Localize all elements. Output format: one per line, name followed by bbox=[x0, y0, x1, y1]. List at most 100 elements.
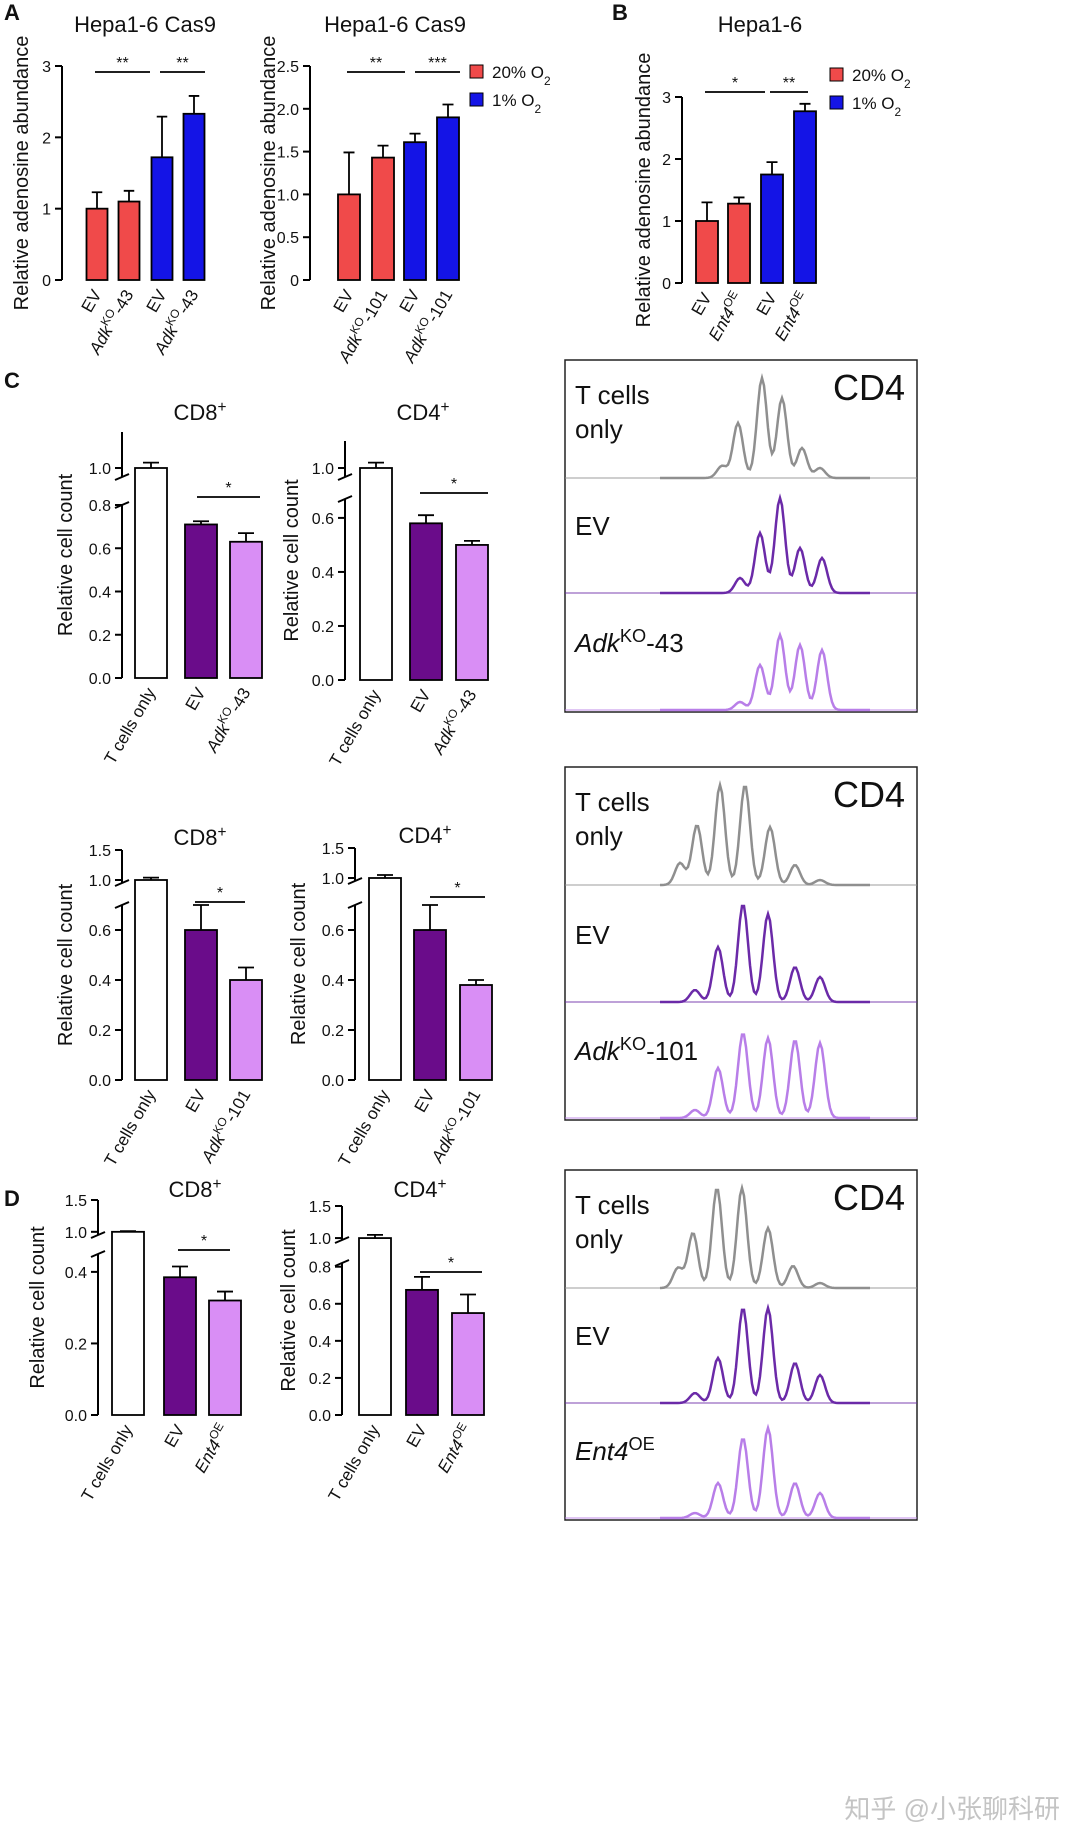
chart-title: CD4+ bbox=[398, 822, 451, 849]
text-part: Adk bbox=[427, 1130, 459, 1167]
y-tick-label: 0.0 bbox=[309, 1408, 331, 1425]
error-bar bbox=[409, 132, 421, 143]
text-part: Adk bbox=[197, 1130, 229, 1167]
flow-label: only bbox=[575, 414, 623, 444]
flow-panel bbox=[564, 766, 918, 1121]
chart-title: CD8+ bbox=[173, 824, 226, 851]
error-bar bbox=[143, 461, 159, 468]
panel-label: D bbox=[4, 1186, 20, 1211]
bar bbox=[695, 220, 719, 284]
significance-label: ** bbox=[370, 55, 382, 72]
error-bar bbox=[460, 1293, 476, 1314]
x-tick-label: EV bbox=[78, 286, 106, 316]
y-tick-label: 0 bbox=[42, 273, 51, 290]
flow-label: AdkKO-101 bbox=[573, 1034, 698, 1066]
y-tick-label: 0.0 bbox=[89, 671, 111, 688]
bar bbox=[409, 522, 443, 681]
bar bbox=[229, 540, 263, 679]
significance-label: * bbox=[454, 880, 460, 897]
y-tick-label: 1.0 bbox=[277, 187, 299, 204]
text-part: Adk bbox=[573, 1036, 622, 1066]
histogram bbox=[660, 1303, 870, 1405]
flow-title: CD4 bbox=[833, 774, 905, 815]
error-bar bbox=[91, 191, 103, 209]
text-part: Ent4 bbox=[191, 1436, 225, 1476]
text-part: KO bbox=[620, 1034, 646, 1054]
text-part: 20% O bbox=[492, 63, 544, 82]
text-part: + bbox=[443, 822, 452, 839]
text-part: 2 bbox=[904, 77, 911, 91]
text-part: Adk bbox=[202, 719, 234, 756]
y-tick-label: 0.6 bbox=[89, 923, 111, 940]
text-part: + bbox=[218, 824, 227, 841]
error-bar bbox=[733, 196, 745, 204]
y-tick-label: 1.0 bbox=[65, 1225, 87, 1242]
text-part: -101 bbox=[646, 1036, 698, 1066]
histogram bbox=[660, 631, 870, 712]
bar bbox=[184, 523, 218, 679]
text-part: 1% O bbox=[852, 94, 895, 113]
flow-label: Ent4OE bbox=[575, 1434, 655, 1466]
text-part: -101 bbox=[423, 287, 456, 326]
y-tick-label: 0.4 bbox=[89, 585, 111, 602]
y-tick-label: 0.6 bbox=[322, 923, 344, 940]
text-part: Ent4 bbox=[705, 304, 739, 344]
error-bar bbox=[172, 1265, 188, 1278]
y-tick-label: 1.0 bbox=[309, 1231, 331, 1248]
error-bar bbox=[377, 874, 393, 878]
text-part: Adk bbox=[150, 321, 182, 358]
y-tick-label: 1.5 bbox=[65, 1193, 87, 1210]
x-tick-label: EV bbox=[688, 289, 716, 319]
text-part: 1% O bbox=[492, 91, 535, 110]
y-tick-label: 0.2 bbox=[89, 628, 111, 645]
error-bar bbox=[217, 1290, 233, 1301]
bar bbox=[117, 200, 141, 281]
x-tick-label: EV bbox=[182, 1086, 210, 1116]
error-bar bbox=[766, 161, 778, 175]
text-part: + bbox=[213, 1176, 222, 1193]
flow-label: T cells bbox=[575, 1190, 650, 1220]
flow-label: only bbox=[575, 821, 623, 851]
chart-title: CD4+ bbox=[396, 399, 449, 426]
x-tick-label: EV bbox=[403, 1421, 431, 1451]
y-tick-label: 0 bbox=[290, 273, 299, 290]
x-tick-label: Ent4OE bbox=[431, 1420, 476, 1476]
y-tick-label: 3 bbox=[42, 59, 51, 76]
y-axis-label: Relative cell count bbox=[27, 1226, 49, 1389]
axis-break bbox=[347, 877, 363, 885]
error-bar bbox=[442, 103, 454, 118]
error-bar bbox=[343, 151, 355, 195]
legend-swatch bbox=[829, 95, 844, 110]
text-part: -43 bbox=[646, 628, 684, 658]
bar bbox=[371, 156, 395, 281]
text-part: -101 bbox=[451, 1087, 484, 1126]
significance-label: ** bbox=[116, 55, 128, 72]
histogram bbox=[659, 780, 870, 887]
legend-label: 20% O2 bbox=[492, 63, 551, 88]
y-tick-label: 0.0 bbox=[312, 673, 334, 690]
x-tick-label: T cells only bbox=[326, 686, 385, 769]
y-tick-label: 1.5 bbox=[322, 841, 344, 858]
axis-break bbox=[114, 879, 130, 887]
error-bar bbox=[414, 1276, 430, 1290]
text-part: KO bbox=[620, 626, 646, 646]
legend-swatch bbox=[469, 64, 484, 79]
error-bar bbox=[468, 979, 484, 985]
error-bar bbox=[120, 1230, 136, 1233]
error-bar bbox=[701, 201, 713, 221]
significance-label: ** bbox=[176, 55, 188, 72]
panel-label: A bbox=[4, 0, 20, 25]
flow-title: CD4 bbox=[833, 367, 905, 408]
bar bbox=[436, 116, 460, 281]
error-bar bbox=[367, 1233, 383, 1239]
text-part: + bbox=[441, 399, 450, 416]
x-tick-label: EV bbox=[753, 289, 781, 319]
bar bbox=[358, 1237, 392, 1416]
axis-break bbox=[90, 1250, 106, 1258]
x-tick-label: EV bbox=[330, 286, 358, 316]
legend-swatch bbox=[829, 67, 844, 82]
bar bbox=[413, 929, 447, 1081]
y-axis-label: Relative cell count bbox=[55, 883, 77, 1046]
legend-swatch bbox=[469, 92, 484, 107]
bar bbox=[451, 1312, 485, 1416]
